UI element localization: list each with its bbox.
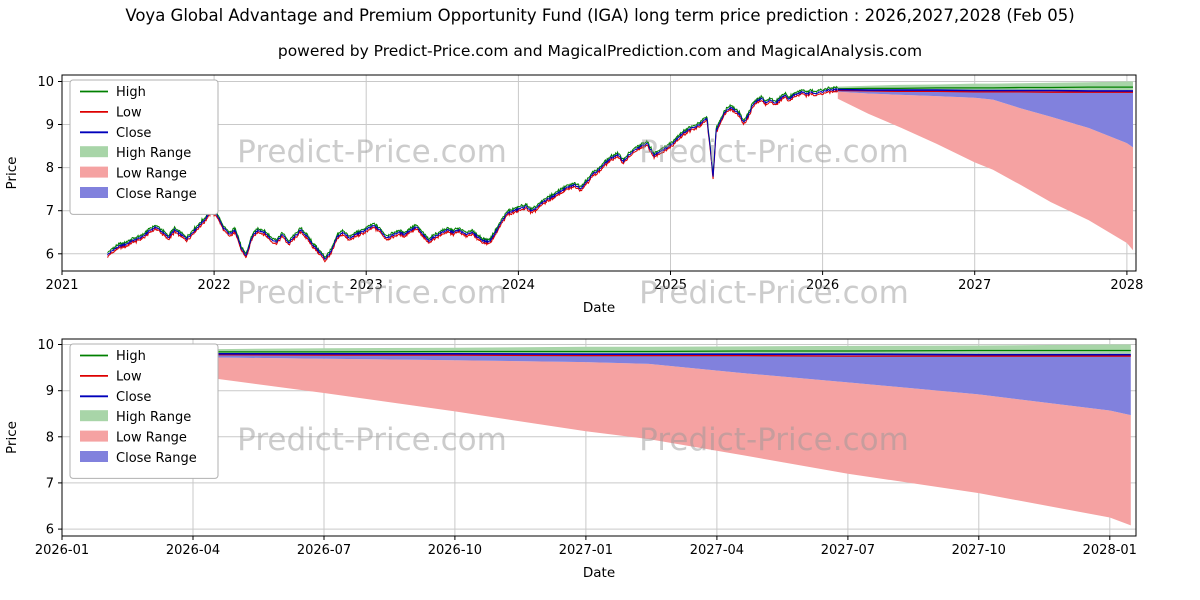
x-tick-label: 2026-07 xyxy=(297,543,351,558)
watermark-text: Predict-Price.com xyxy=(639,134,909,170)
y-tick-label: 6 xyxy=(46,523,54,538)
figure-subtitle: powered by Predict-Price.com and Magical… xyxy=(277,42,923,60)
y-axis-label: Price xyxy=(4,157,20,190)
low-forecast-line xyxy=(837,89,1133,93)
legend-box xyxy=(69,79,219,215)
figure-title: Voya Global Advantage and Premium Opport… xyxy=(125,6,1075,25)
legend-patch-swatch xyxy=(80,187,108,198)
x-axis-label: Date xyxy=(583,565,615,581)
watermark-text: Predict-Price.com xyxy=(237,422,507,458)
y-tick-label: 7 xyxy=(46,476,54,491)
plot-border xyxy=(61,338,1137,537)
x-tick-label: 2028 xyxy=(1110,278,1143,293)
plot-border xyxy=(61,74,1137,272)
y-tick-label: 8 xyxy=(46,161,54,176)
y-tick-label: 8 xyxy=(46,430,54,445)
x-tick-label: 2026-10 xyxy=(428,543,482,558)
watermark-text: Predict-Price.com xyxy=(639,422,909,458)
x-tick-label: 2026 xyxy=(806,278,839,293)
y-tick-label: 6 xyxy=(46,247,54,262)
x-tick-label: 2025 xyxy=(654,278,687,293)
close-forecast-line xyxy=(114,352,1131,356)
legend-label: High xyxy=(116,349,146,364)
x-axis-label: Date xyxy=(583,300,615,316)
legend-label: High Range xyxy=(116,146,191,161)
low-range-band xyxy=(837,91,1133,251)
x-tick-label: 2027-01 xyxy=(559,543,613,558)
y-tick-label: 9 xyxy=(46,384,54,399)
low-range-band xyxy=(114,355,1131,526)
legend-label: Close Range xyxy=(116,187,197,202)
x-tick-label: 2027-07 xyxy=(821,543,875,558)
y-tick-label: 10 xyxy=(37,338,54,353)
legend-label: Low Range xyxy=(116,167,187,182)
low-forecast-line xyxy=(114,353,1131,357)
legend-patch-swatch xyxy=(80,166,108,178)
forecast-detail-chart: 2026-01 2026-04 2026-07 2026-10 2027-01 2027-… xyxy=(4,338,1137,581)
y-tick-label: 10 xyxy=(37,75,54,90)
high-forecast-line xyxy=(114,349,1131,354)
high-forecast-line xyxy=(837,86,1133,90)
watermark-text: Predict-Price.com xyxy=(639,275,909,311)
legend-patch-swatch xyxy=(80,410,108,422)
x-tick-label: 2028-01 xyxy=(1083,543,1137,558)
close-range-band xyxy=(114,353,1131,416)
legend-label: Low Range xyxy=(116,431,187,446)
legend-label: Close xyxy=(116,390,151,405)
legend-patch-swatch xyxy=(80,430,108,442)
legend-patch-swatch xyxy=(80,146,108,158)
legend-label: Low xyxy=(116,369,142,384)
x-tick-label: 2027-04 xyxy=(690,543,744,558)
x-tick-label: 2026-04 xyxy=(166,543,220,558)
legend: High Low Close High Range Low Range Close Ran… xyxy=(69,79,219,215)
plot-data xyxy=(114,344,1131,526)
legend-label: High Range xyxy=(116,410,191,425)
y-tick-label: 9 xyxy=(46,118,54,133)
x-tick-label: 2023 xyxy=(350,278,383,293)
watermark-text: Predict-Price.com xyxy=(237,275,507,311)
legend: High Low Close High Range Low Range Close Ran… xyxy=(69,343,219,479)
x-tick-label: 2026-01 xyxy=(35,543,89,558)
x-tick-label: 2021 xyxy=(45,278,78,293)
y-axis-label: Price xyxy=(4,421,20,454)
legend-patch-swatch xyxy=(80,451,108,462)
close-range-band xyxy=(837,89,1133,148)
x-tick-label: 2027 xyxy=(958,278,991,293)
price-history-and-forecast-chart: 2021 2022 2023 2024 2025 2026 2027 2028 6 7 8 9 10 Da… xyxy=(4,74,1143,316)
close-forecast-line xyxy=(837,88,1133,92)
watermark-text: Predict-Price.com xyxy=(237,134,507,170)
watermark-layer: Predict-Price.com Predict-Price.com Predic… xyxy=(237,134,909,458)
legend-box xyxy=(69,343,219,479)
x-tick-label: 2024 xyxy=(502,278,535,293)
y-tick-label: 7 xyxy=(46,204,54,219)
legend-label: Close Range xyxy=(116,451,197,466)
x-tick-label: 2027-10 xyxy=(952,543,1006,558)
legend-label: Close xyxy=(116,126,151,141)
close-series-line xyxy=(107,87,838,260)
legend-label: Low xyxy=(116,105,142,120)
x-tick-label: 2022 xyxy=(198,278,231,293)
plot-data xyxy=(107,81,1133,263)
legend-label: High xyxy=(116,85,146,100)
